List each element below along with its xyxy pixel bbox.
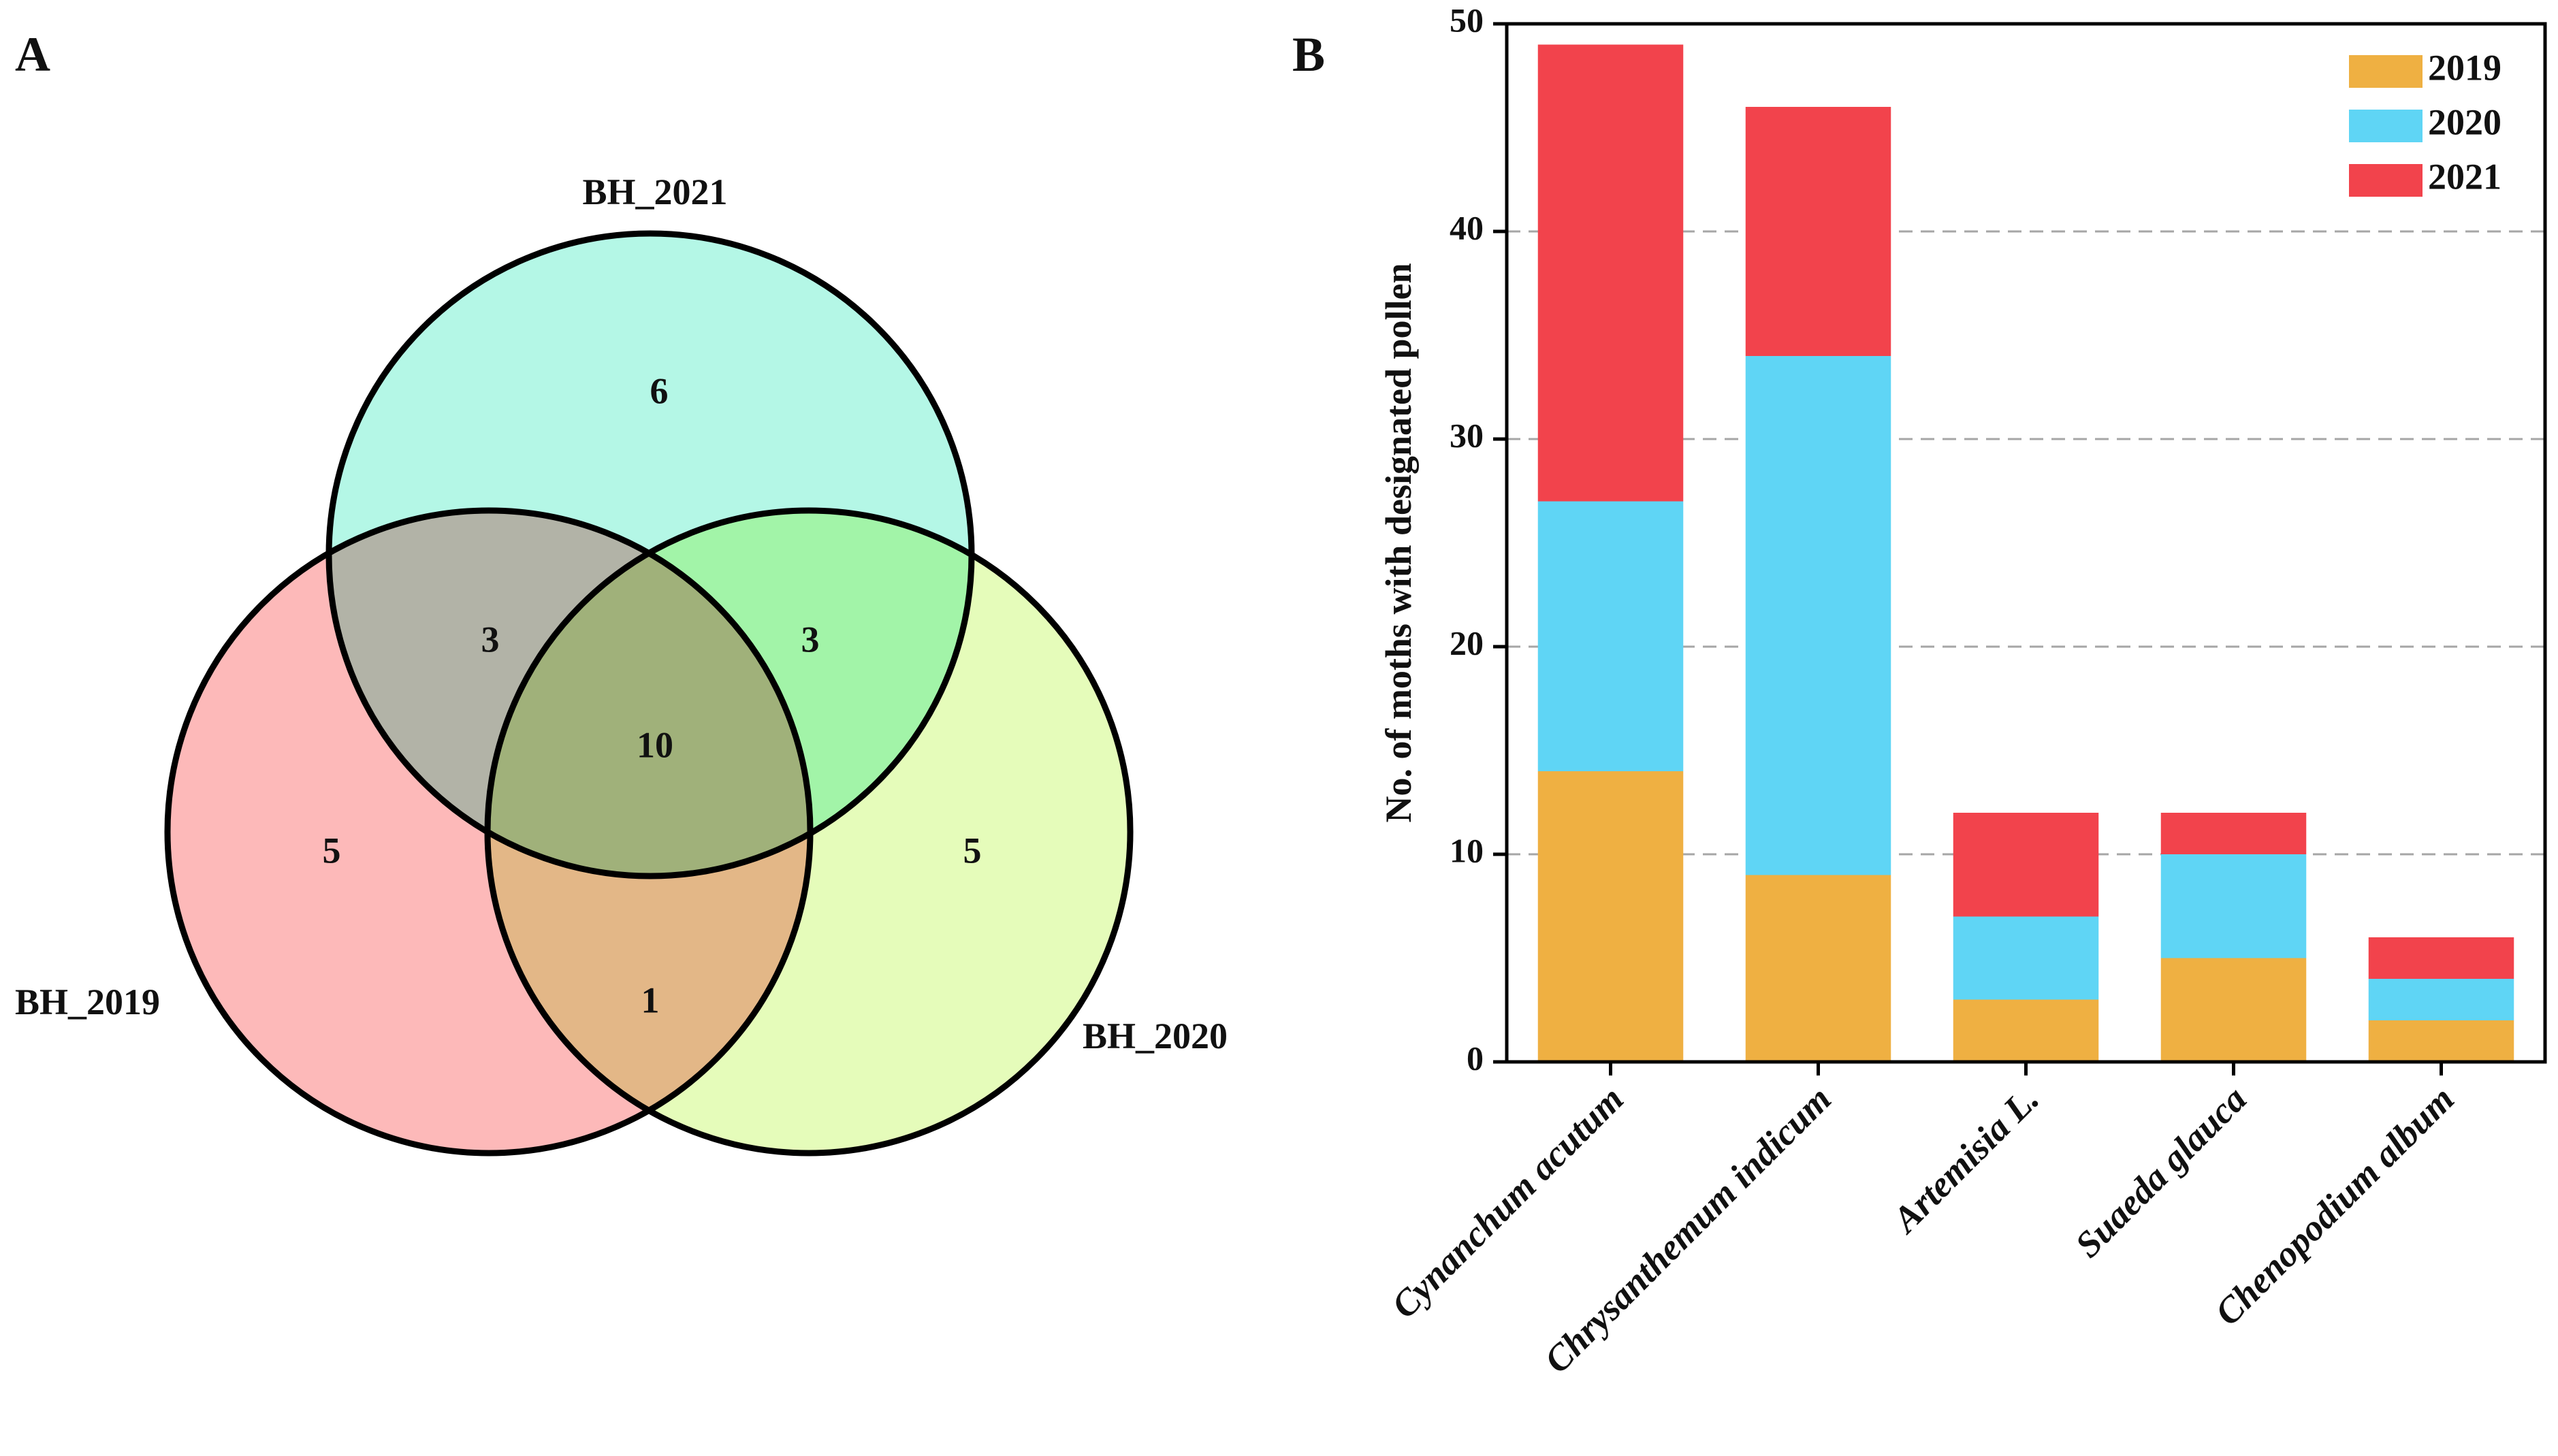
y-axis-title: No. of moths with designated pollen [1378, 263, 1419, 822]
y-tick-label-10: 10 [1450, 831, 1484, 869]
legend-swatch-2021 [2349, 164, 2423, 197]
y-tick-label-0: 0 [1467, 1039, 1484, 1077]
bar-suaeda-glauca-2020 [2160, 854, 2307, 958]
venn-count-bh-2019-bh-2020: 1 [641, 980, 660, 1020]
bar-chenopodium-album-2021 [2368, 937, 2514, 979]
bar-artemisia-l-2019 [1953, 999, 2099, 1062]
y-tick-label-50: 50 [1450, 1, 1484, 39]
y-tick-label-30: 30 [1450, 416, 1484, 454]
venn-labels: BH_2021 BH_2019 BH_2020 6 5 5 3 3 1 10 [15, 172, 1228, 1056]
panel-letter-a: A [15, 27, 50, 82]
bar-chenopodium-album-2019 [2368, 1020, 2514, 1062]
x-tick-label-cynanchum-acutum: Cynanchum acutum [1384, 1078, 1631, 1326]
venn-outline-bh-2020 [484, 507, 1134, 1156]
bar-suaeda-glauca-2021 [2160, 813, 2307, 854]
venn-count-bh-2019-bh-2020-bh-2021: 10 [637, 724, 673, 765]
venn-set-label-bh-2021: BH_2021 [582, 172, 727, 212]
venn-count-bh-2019: 5 [323, 830, 341, 871]
venn-outline-bh-2019 [164, 507, 814, 1156]
bar-chrysanthemum-indicum-2021 [1745, 107, 1891, 356]
venn-count-bh-2020: 5 [963, 830, 982, 871]
panel-letter-b: B [1292, 27, 1325, 82]
chart-legend: 2019 2020 2021 [2349, 47, 2501, 197]
venn-count-bh-2020-bh-2021: 3 [801, 619, 820, 660]
venn-outlines [164, 230, 1134, 1156]
bar-cynanchum-acutum-2019 [1537, 771, 1684, 1062]
y-tick-label-20: 20 [1450, 624, 1484, 662]
legend-swatch-2020 [2349, 110, 2423, 142]
x-tick-label-suaeda-glauca: Suaeda glauca [2067, 1078, 2254, 1265]
bar-suaeda-glauca-2019 [2160, 958, 2307, 1062]
bar-chenopodium-album-2020 [2368, 979, 2514, 1020]
chart-bars [1537, 44, 2514, 1062]
venn-set-label-bh-2019: BH_2019 [15, 982, 160, 1022]
bar-chrysanthemum-indicum-2019 [1745, 875, 1891, 1062]
venn-count-bh-2019-bh-2021: 3 [481, 619, 500, 660]
bar-cynanchum-acutum-2021 [1537, 44, 1684, 502]
bar-artemisia-l-2021 [1953, 813, 2099, 917]
y-tick-label-40: 40 [1450, 208, 1484, 246]
venn-count-bh-2021: 6 [650, 370, 669, 411]
venn-set-label-bh-2020: BH_2020 [1083, 1016, 1228, 1056]
legend-swatch-2019 [2349, 55, 2423, 88]
legend-label-2021: 2021 [2428, 156, 2501, 197]
bar-chrysanthemum-indicum-2020 [1745, 356, 1891, 875]
bar-cynanchum-acutum-2020 [1537, 501, 1684, 771]
bar-artemisia-l-2020 [1953, 916, 2099, 1000]
x-tick-label-chenopodium-album: Chenopodium album [2207, 1078, 2462, 1333]
x-tick-label-artemisia-l: Artemisia L. [1883, 1078, 2047, 1242]
venn-diagram: BH_2021 BH_2019 BH_2020 6 5 5 3 3 1 10 [15, 172, 1228, 1156]
legend-label-2019: 2019 [2428, 47, 2501, 88]
legend-label-2020: 2020 [2428, 101, 2501, 142]
